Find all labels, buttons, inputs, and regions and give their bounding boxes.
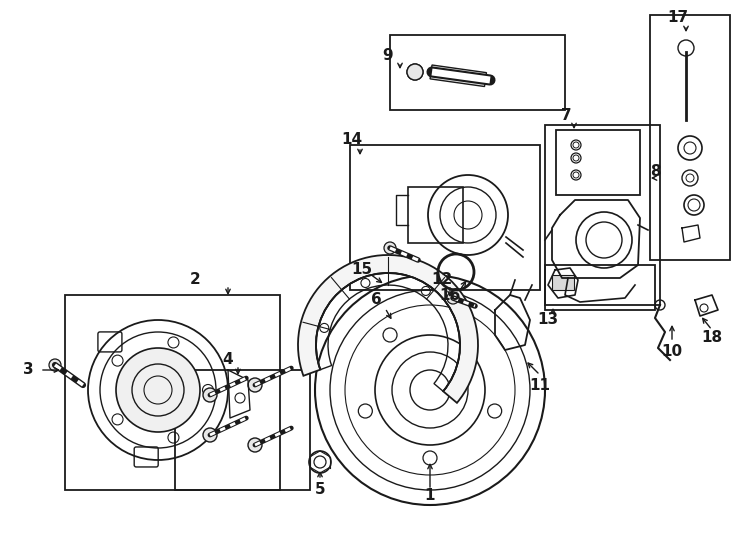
- Circle shape: [447, 292, 459, 304]
- Text: 13: 13: [537, 313, 559, 327]
- Bar: [545, 125, 660, 305]
- Circle shape: [407, 64, 423, 80]
- Text: 10: 10: [661, 345, 683, 360]
- Text: 12: 12: [432, 273, 453, 287]
- Bar: [430, 65, 487, 86]
- Text: 8: 8: [650, 165, 661, 179]
- Bar: [545, 265, 655, 310]
- Text: 3: 3: [23, 362, 33, 377]
- Text: 6: 6: [371, 293, 382, 307]
- Text: 16: 16: [440, 287, 461, 302]
- Text: 4: 4: [222, 353, 233, 368]
- Bar: [650, 15, 730, 260]
- Bar: [408, 187, 463, 243]
- Bar: [390, 35, 565, 110]
- Bar: [175, 370, 310, 490]
- Text: 14: 14: [341, 132, 363, 147]
- Circle shape: [49, 359, 61, 371]
- Bar: [65, 295, 280, 490]
- Circle shape: [384, 242, 396, 254]
- Text: 9: 9: [382, 48, 393, 63]
- Text: 15: 15: [352, 262, 373, 278]
- Text: 7: 7: [561, 107, 571, 123]
- Circle shape: [203, 428, 217, 442]
- Circle shape: [248, 378, 262, 392]
- Circle shape: [203, 388, 217, 402]
- Wedge shape: [298, 255, 478, 403]
- Text: 11: 11: [529, 377, 550, 393]
- Text: 1: 1: [425, 488, 435, 503]
- Text: 5: 5: [315, 483, 325, 497]
- Text: 18: 18: [702, 330, 722, 346]
- Circle shape: [248, 438, 262, 452]
- Bar: [556, 130, 640, 195]
- Bar: [552, 275, 574, 290]
- Circle shape: [407, 64, 423, 80]
- Bar: [350, 145, 540, 290]
- Text: 17: 17: [667, 10, 688, 25]
- Circle shape: [116, 348, 200, 432]
- Text: 2: 2: [189, 273, 200, 287]
